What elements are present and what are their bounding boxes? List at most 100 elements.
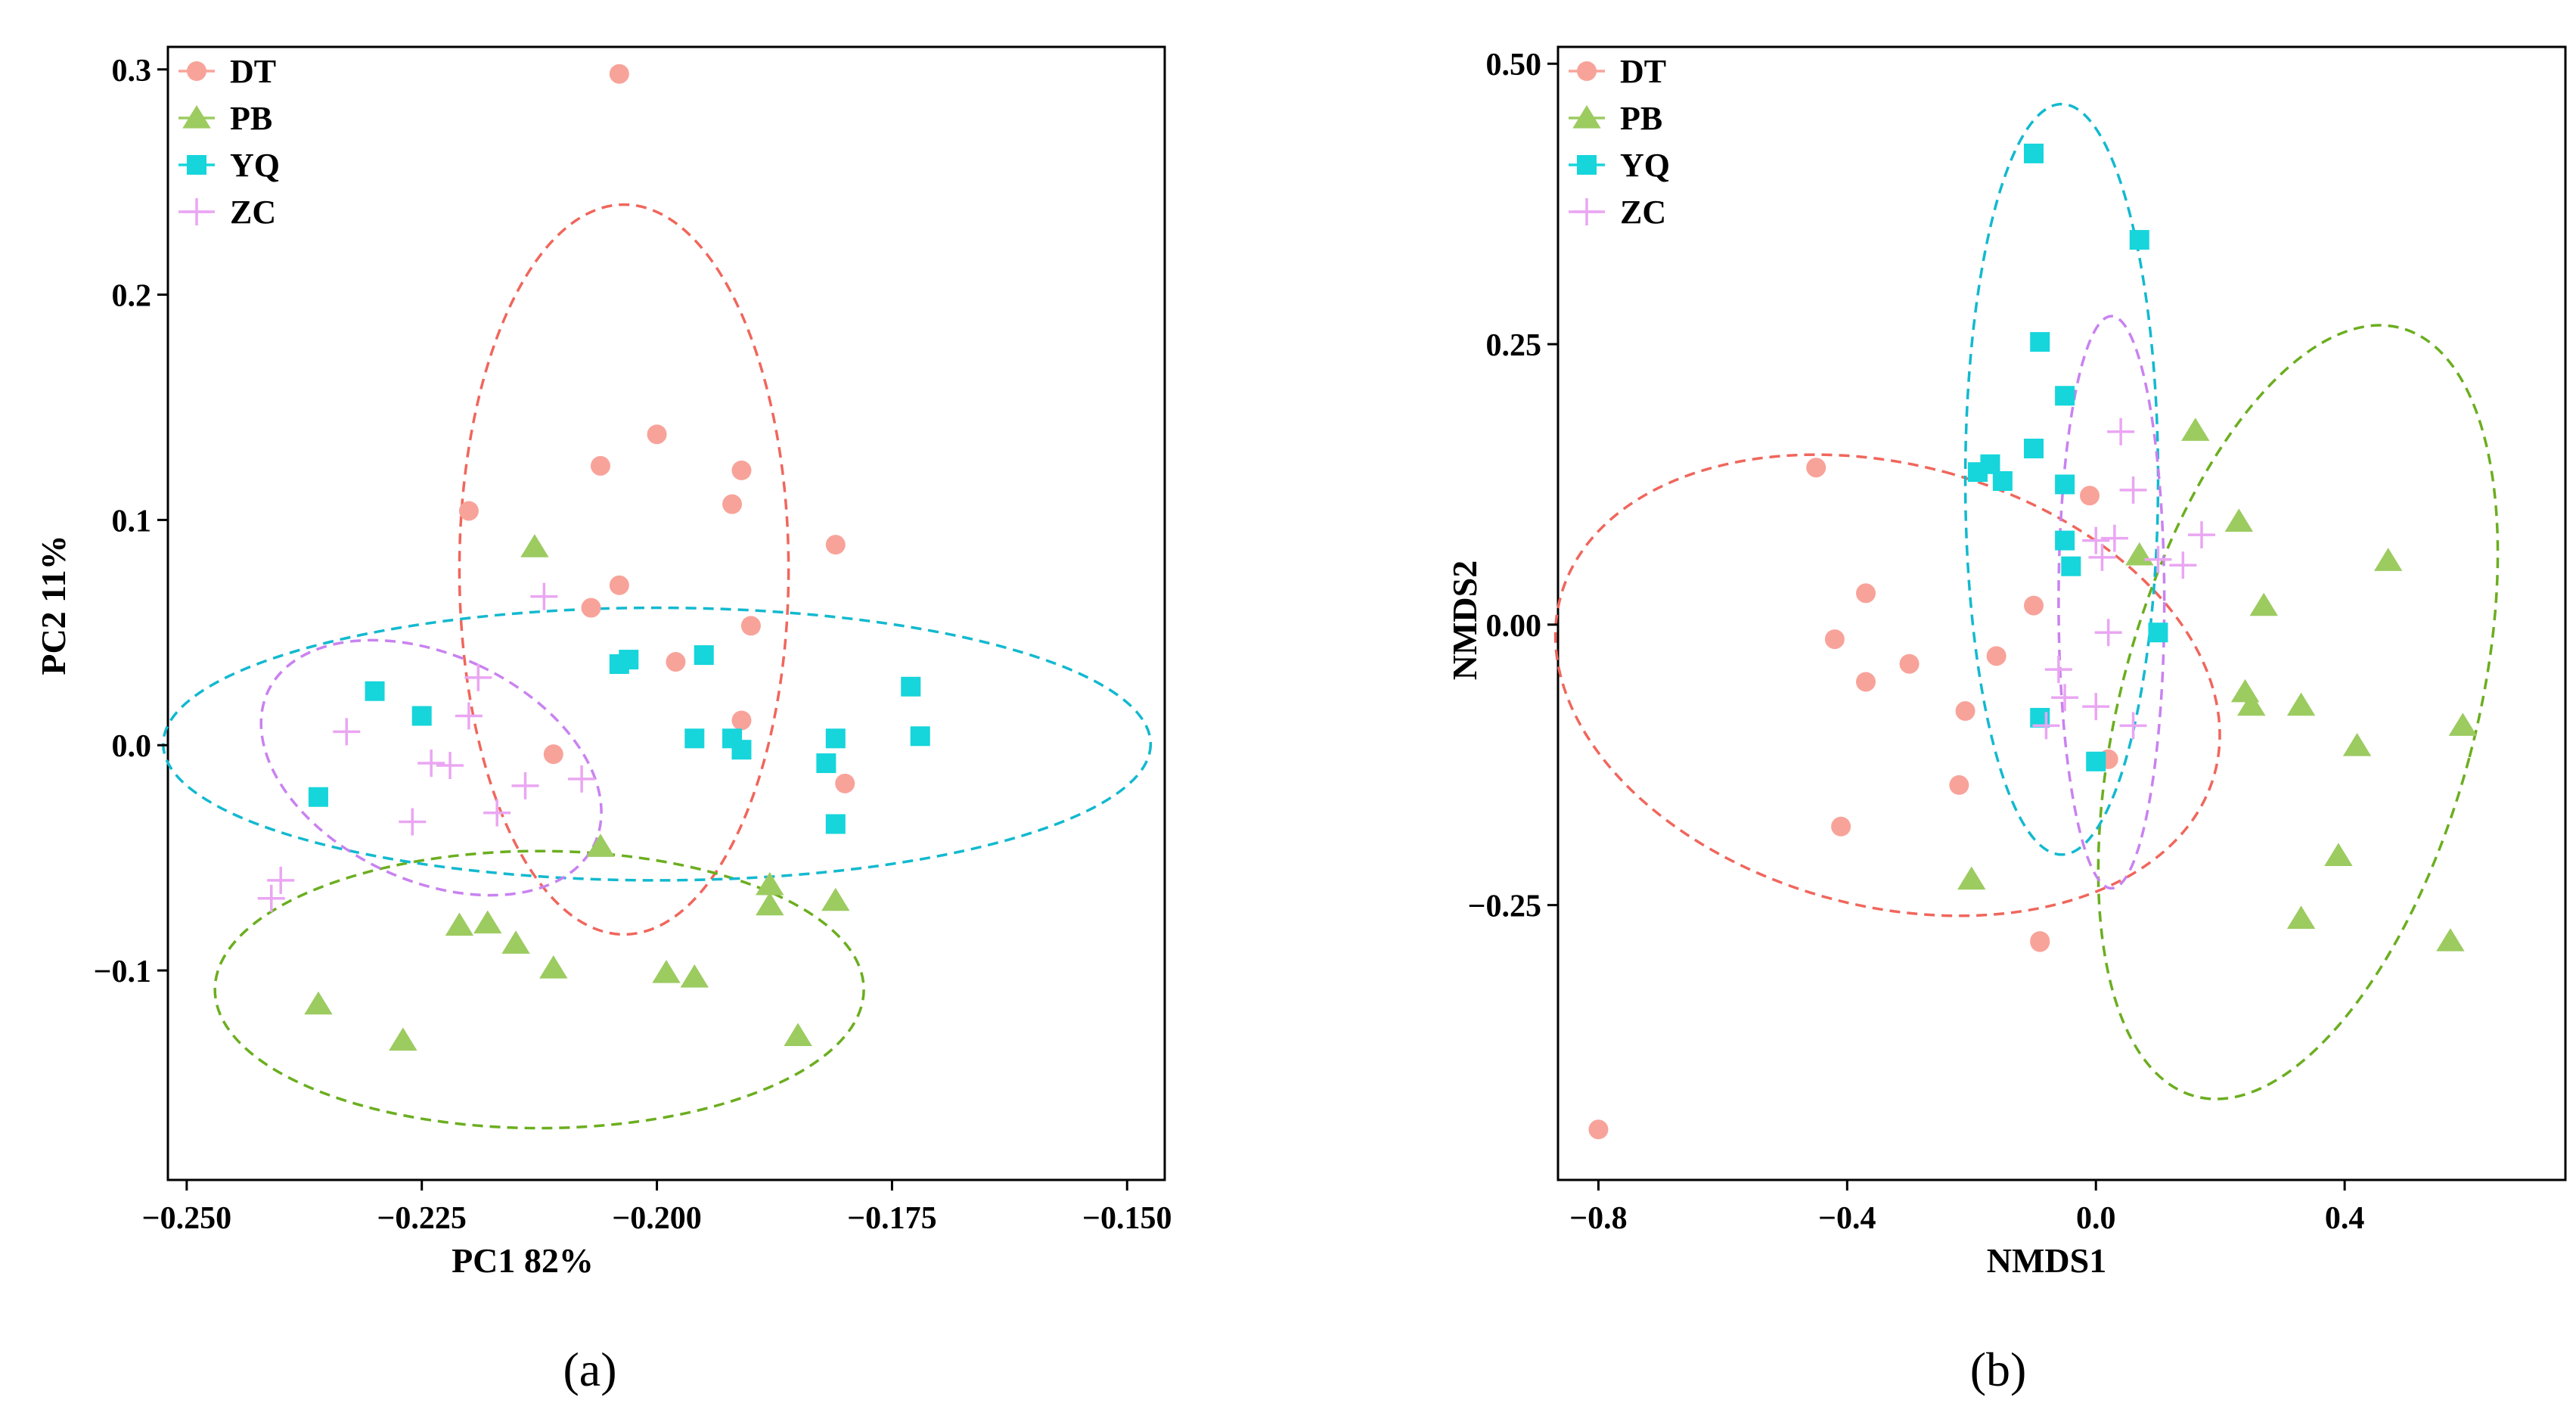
plot-frame (166, 45, 1166, 1181)
x-axis-label: PC1 82% (452, 1241, 594, 1280)
data-point-yq (2030, 332, 2050, 352)
data-point-pb (2448, 712, 2478, 736)
legend-marker-yq (187, 155, 206, 175)
panel-a-label: (a) (563, 1343, 616, 1396)
data-point-zc (2119, 476, 2147, 504)
data-point-zc (568, 765, 596, 793)
data-point-yq (825, 728, 846, 749)
x-tick-label: −0.8 (1569, 1201, 1627, 1236)
x-tick-label: −0.150 (1082, 1201, 1172, 1236)
data-point-pb (2373, 548, 2403, 571)
data-point-yq (308, 787, 328, 807)
data-point-pb (2249, 592, 2278, 616)
data-point-dt (1806, 458, 1826, 478)
data-point-dt (666, 652, 686, 672)
data-point-pb (304, 991, 333, 1015)
y-tick-label: 0.25 (1486, 328, 1542, 363)
data-point-yq (365, 681, 385, 701)
x-tick-label: −0.225 (377, 1201, 466, 1236)
data-point-zc (511, 771, 539, 799)
data-point-dt (1955, 701, 1975, 722)
x-tick-label: 0.0 (2076, 1201, 2116, 1236)
legend-label-pb: PB (1620, 100, 1662, 137)
data-point-yq (825, 814, 846, 834)
panel-b: −0.8 −0.4 0.0 0.4 −0.25 0.00 0.25 0.50 NMDS1 NMDS… (1445, 45, 2567, 1280)
data-point-yq (901, 676, 921, 697)
data-point-yq (2148, 622, 2168, 643)
legend-marker-dt (187, 61, 206, 81)
data-point-dt (1588, 1119, 1609, 1140)
data-point-zc (2044, 656, 2072, 684)
legend-marker-zc (183, 198, 210, 225)
legend-marker-pb (1572, 105, 1601, 129)
y-tick-label: −0.25 (1468, 889, 1541, 924)
data-point-zc (2051, 684, 2079, 712)
y-tick-label: 0.3 (112, 54, 152, 88)
confidence-ellipse-yq (1963, 102, 2160, 856)
data-point-pb (473, 910, 502, 934)
data-point-yq (1992, 470, 2013, 491)
legend-label-yq: YQ (1620, 147, 1670, 184)
x-tick-label: −0.250 (142, 1201, 231, 1236)
legend-label-dt: DT (230, 53, 276, 90)
legend-label-zc: ZC (230, 194, 276, 231)
legend: DT PB YQ ZC (1569, 53, 1670, 231)
data-point-yq (731, 740, 752, 760)
data-point-pb (756, 892, 784, 916)
data-point-dt (647, 424, 667, 445)
data-point-zc (2144, 545, 2172, 573)
data-point-yq (1980, 454, 2000, 474)
x-axis-label: NMDS1 (1987, 1241, 2106, 1280)
data-point-zc (399, 808, 427, 836)
legend-label-yq: YQ (230, 147, 280, 184)
x-tick-label: −0.200 (612, 1201, 701, 1236)
data-point-yq (684, 728, 705, 749)
data-point-pb (2436, 928, 2465, 952)
data-point-yq (619, 650, 639, 670)
data-point-dt (1856, 672, 1876, 692)
data-point-pb (501, 930, 530, 954)
data-point-pb (2286, 905, 2316, 930)
data-point-yq (2055, 386, 2075, 406)
data-point-dt (722, 494, 743, 514)
confidence-ellipse-dt (1553, 453, 2221, 917)
confidence-ellipse-pb (213, 849, 865, 1130)
legend-label-dt: DT (1620, 53, 1666, 90)
data-point-dt (2080, 486, 2100, 506)
data-point-dt (835, 773, 855, 793)
data-point-zc (464, 663, 492, 691)
data-point-yq (2086, 751, 2106, 771)
data-point-pb (389, 1027, 417, 1051)
data-point-pb (821, 887, 850, 911)
data-point-dt (1856, 583, 1876, 604)
data-point-dt (1986, 646, 2006, 666)
y-tick-label: 0.1 (112, 504, 152, 539)
data-point-zc (483, 799, 511, 827)
y-axis-label: NMDS2 (1445, 560, 1484, 680)
data-point-zc (455, 702, 483, 730)
data-point-pb (2181, 418, 2210, 441)
data-point-yq (2024, 438, 2044, 458)
confidence-ellipse-yq (162, 606, 1153, 882)
data-point-dt (1831, 816, 1851, 837)
data-point-zc (2082, 693, 2110, 721)
data-point-dt (581, 598, 601, 618)
data-point-pb (784, 1023, 812, 1046)
data-point-pb (652, 960, 681, 983)
panel-a: −0.250 −0.225 −0.200 −0.175 −0.150 −0.1 0.0 0.1… (34, 45, 1172, 1280)
data-point-pb (2286, 692, 2316, 716)
data-point-zc (2100, 524, 2128, 552)
data-point-zc (267, 866, 295, 894)
data-point-dt (2024, 595, 2044, 616)
data-point-pb (539, 955, 568, 979)
data-point-dt (590, 455, 610, 476)
legend-marker-zc (1573, 198, 1600, 225)
legend-marker-dt (1577, 61, 1597, 81)
plot-frame (1556, 45, 2567, 1181)
data-point-dt (1824, 629, 1845, 650)
data-point-yq (816, 753, 836, 774)
data-point-yq (2055, 530, 2075, 551)
data-point-dt (609, 64, 629, 84)
legend-marker-yq (1577, 155, 1597, 175)
